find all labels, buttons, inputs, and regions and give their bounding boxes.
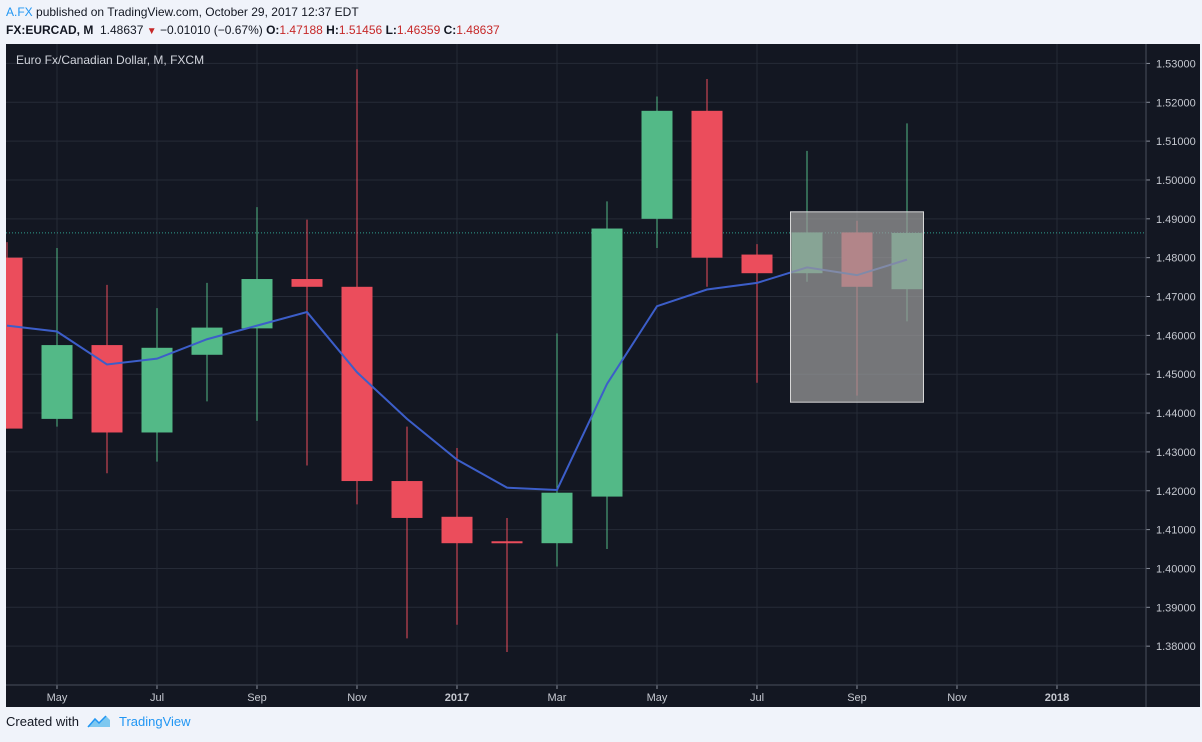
chart-title: Euro Fx/Canadian Dollar, M, FXCM <box>16 53 204 67</box>
footer: Created with TradingView <box>6 714 191 729</box>
price-tick-label: 1.50000 <box>1156 175 1196 187</box>
time-tick-label: May <box>47 692 68 704</box>
highlight-box <box>790 211 924 403</box>
time-tick-label: Jul <box>150 692 164 704</box>
open-label: O: <box>266 23 280 37</box>
candle-body <box>391 481 423 518</box>
high-value: 1.51456 <box>338 23 383 37</box>
candle-body <box>741 254 773 274</box>
publish-line: A.FX published on TradingView.com, Octob… <box>6 3 500 21</box>
chart-area[interactable]: 1.53000 1.52000 1.51000 1.50000 1.49000 1.480… <box>0 42 1202 710</box>
time-tick-label: Sep <box>247 692 267 704</box>
time-tick-label: 2017 <box>445 692 469 704</box>
price-tick-label: 1.45000 <box>1156 369 1196 381</box>
tradingview-brand[interactable]: TradingView <box>118 714 191 729</box>
candle-body <box>691 110 723 258</box>
low-value: 1.46359 <box>396 23 441 37</box>
symbol-label: FX:EURCAD, M <box>6 23 94 37</box>
candle-body <box>341 286 373 482</box>
price-tick-label: 1.48000 <box>1156 253 1196 265</box>
price-tick-label: 1.51000 <box>1156 136 1196 148</box>
time-tick-label: May <box>647 692 668 704</box>
down-arrow-icon: ▼ <box>146 26 157 37</box>
candle-body <box>241 279 273 329</box>
created-with-label: Created with <box>6 714 79 729</box>
close-value: 1.48637 <box>456 23 500 37</box>
price-change: −0.01010 (−0.67%) <box>159 23 263 37</box>
time-tick-label: Nov <box>347 692 367 704</box>
candle-body <box>41 345 73 419</box>
price-tick-label: 1.38000 <box>1156 641 1196 653</box>
price-tick-label: 1.42000 <box>1156 486 1196 498</box>
time-axis-background <box>6 685 1200 707</box>
candle-body <box>91 345 123 433</box>
price-tick-label: 1.49000 <box>1156 214 1196 226</box>
price-tick-label: 1.40000 <box>1156 563 1196 575</box>
price-tick-label: 1.47000 <box>1156 292 1196 304</box>
candles-group <box>6 69 924 652</box>
candle-body <box>191 327 223 355</box>
close-label: C: <box>443 23 457 37</box>
candle-body <box>291 279 323 287</box>
ohlc-line: FX:EURCAD, M 1.48637 ▼ −0.01010 (−0.67%)… <box>6 21 500 41</box>
candle-body <box>441 516 473 544</box>
price-tick-label: 1.39000 <box>1156 602 1196 614</box>
candle-body <box>641 110 673 219</box>
price-tick-label: 1.43000 <box>1156 447 1196 459</box>
candle-body <box>491 541 523 544</box>
moving-average-line <box>6 258 908 492</box>
price-tick-label: 1.44000 <box>1156 408 1196 420</box>
price-tick-label: 1.41000 <box>1156 525 1196 537</box>
publish-info: published on TradingView.com, October 29… <box>36 5 359 19</box>
candle-body <box>591 228 623 497</box>
time-tick-label: Nov <box>947 692 967 704</box>
candle-body <box>541 492 573 544</box>
price-axis-background <box>1146 44 1200 685</box>
candle-body <box>141 347 173 433</box>
price-tick-label: 1.53000 <box>1156 58 1196 70</box>
price-tick-label: 1.52000 <box>1156 97 1196 109</box>
chart-header: A.FX published on TradingView.com, Octob… <box>6 3 500 41</box>
author-link[interactable]: A.FX <box>6 5 33 19</box>
candle-body <box>6 257 23 429</box>
time-tick-label: Jul <box>750 692 764 704</box>
time-tick-label: Mar <box>548 692 567 704</box>
candlestick-chart[interactable]: 1.53000 1.52000 1.51000 1.50000 1.49000 1.480… <box>0 42 1202 710</box>
open-value: 1.47188 <box>279 23 323 37</box>
high-label: H: <box>326 23 339 37</box>
price-tick-label: 1.46000 <box>1156 330 1196 342</box>
plot-background <box>6 44 1146 685</box>
time-tick-label: 2018 <box>1045 692 1069 704</box>
time-tick-label: Sep <box>847 692 867 704</box>
last-price: 1.48637 <box>100 23 144 37</box>
low-label: L: <box>385 23 397 37</box>
tradingview-logo-icon[interactable] <box>87 714 111 729</box>
